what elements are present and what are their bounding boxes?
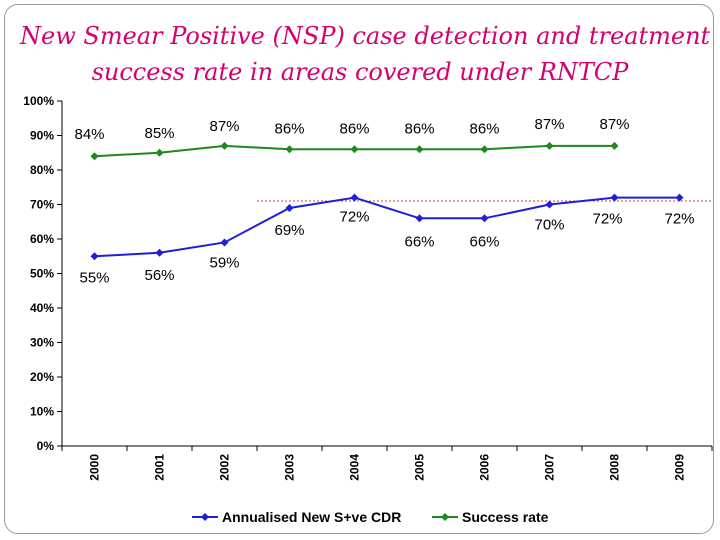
- legend-label-1: Annualised New S+ve CDR: [222, 509, 401, 525]
- data-point-marker: [285, 145, 294, 154]
- data-label: 72%: [592, 211, 622, 228]
- slide-frame: [4, 4, 714, 534]
- y-tick-label: 10%: [30, 405, 54, 419]
- data-point-marker: [220, 141, 229, 150]
- data-point-marker: [350, 193, 359, 202]
- data-label: 87%: [534, 116, 564, 133]
- data-point-marker: [155, 148, 164, 157]
- data-label: 72%: [664, 211, 694, 228]
- data-point-marker: [350, 145, 359, 154]
- x-tick-label: 2000: [88, 454, 102, 481]
- data-point-marker: [610, 141, 619, 150]
- data-point-marker: [480, 214, 489, 223]
- data-label: 59%: [209, 254, 239, 271]
- chart-title: New Smear Positive (NSP) case detection …: [20, 18, 711, 90]
- x-tick-label: 2007: [543, 454, 557, 481]
- y-tick-label: 60%: [30, 232, 54, 246]
- data-label: 72%: [339, 209, 369, 226]
- data-label: 86%: [339, 120, 369, 137]
- y-tick-label: 90%: [30, 129, 54, 143]
- data-point-marker: [415, 145, 424, 154]
- data-label: 66%: [469, 233, 499, 250]
- data-label: 87%: [209, 118, 239, 135]
- x-tick-label: 2004: [348, 454, 362, 481]
- data-point-marker: [285, 203, 294, 212]
- data-point-marker: [155, 248, 164, 257]
- data-point-marker: [675, 193, 684, 202]
- data-label: 56%: [144, 267, 174, 284]
- data-label: 85%: [144, 125, 174, 142]
- y-tick-label: 50%: [30, 267, 54, 281]
- y-tick-label: 70%: [30, 198, 54, 212]
- chart-title-line-1: New Smear Positive (NSP) case detection …: [20, 22, 711, 50]
- x-tick-label: 2006: [478, 454, 492, 481]
- chart-series: [90, 141, 684, 261]
- data-label: 70%: [534, 217, 564, 234]
- y-tick-label: 80%: [30, 163, 54, 177]
- data-point-marker: [545, 200, 554, 209]
- x-tick-label: 2002: [218, 454, 232, 481]
- data-label: 66%: [404, 233, 434, 250]
- chart-legend: Annualised New S+ve CDR Success rate: [192, 509, 549, 525]
- y-tick-label: 100%: [23, 94, 54, 108]
- data-point-marker: [90, 152, 99, 161]
- data-label: 84%: [74, 126, 104, 143]
- data-label: 86%: [274, 120, 304, 137]
- data-point-marker: [545, 141, 554, 150]
- data-point-marker: [610, 193, 619, 202]
- data-label: 86%: [469, 120, 499, 137]
- chart-axes: 0% 10% 20% 30% 40% 50% 60% 70% 80% 90% 100% 2000 200…: [23, 94, 713, 481]
- x-tick-label: 2009: [673, 454, 687, 481]
- legend-marker-1: [201, 513, 209, 521]
- data-label: 55%: [79, 269, 109, 286]
- data-label: 69%: [274, 222, 304, 239]
- y-tick-label: 30%: [30, 336, 54, 350]
- chart-title-line-2: success rate in areas covered under RNTC…: [91, 58, 629, 86]
- legend-marker-2: [441, 513, 449, 521]
- y-tick-label: 0%: [37, 439, 55, 453]
- data-point-marker: [90, 252, 99, 261]
- x-tick-label: 2001: [153, 454, 167, 481]
- data-point-marker: [220, 238, 229, 247]
- x-tick-label: 2005: [413, 454, 427, 481]
- legend-label-2: Success rate: [462, 509, 549, 525]
- data-point-marker: [415, 214, 424, 223]
- data-label: 86%: [404, 120, 434, 137]
- data-labels: 55% 56% 59% 69% 72% 66% 66% 70% 72% 72% 84% 85% 87% 8…: [74, 116, 694, 286]
- series-line-1: [94, 196, 680, 258]
- x-tick-label: 2003: [283, 454, 297, 481]
- x-tick-label: 2008: [608, 454, 622, 481]
- y-tick-label: 40%: [30, 301, 54, 315]
- y-tick-label: 20%: [30, 370, 54, 384]
- data-point-marker: [480, 145, 489, 154]
- data-label: 87%: [599, 116, 629, 133]
